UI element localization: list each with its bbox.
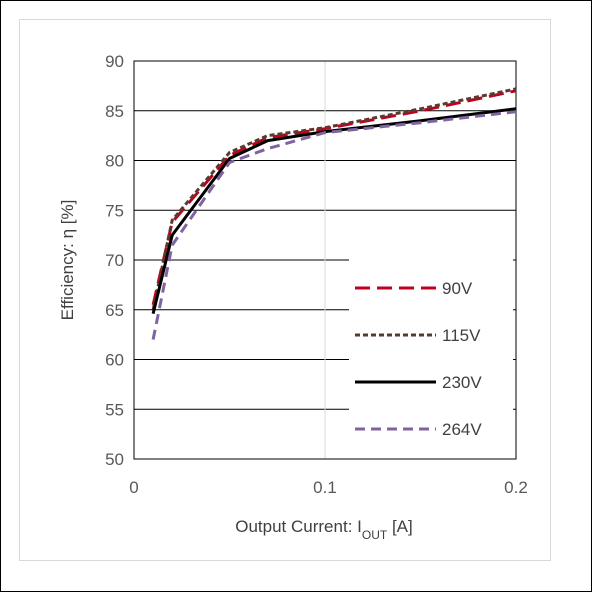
legend-label-115V: 115V [442,326,481,345]
series-line-230V [151,107,517,315]
x-axis-title-subscript: OUT [362,528,388,542]
y-tick-label: 75 [105,201,124,220]
legend-label-230V: 230V [442,373,482,392]
series-line-264V [151,110,517,340]
legend: 90V 115V 230V 264V [349,258,513,439]
plot-frame [133,60,517,460]
x-axis-title-tail: [A] [387,517,413,536]
y-tick-label: 90 [105,52,124,71]
series-line-115V [151,87,517,311]
y-tick-label: 85 [105,102,124,121]
legend-label-264V: 264V [442,420,482,439]
x-tick-label: 0.2 [504,478,528,497]
y-tick-label: 50 [105,450,124,469]
legend-background [349,258,513,436]
y-tick-label: 55 [105,400,124,419]
plot-border [133,60,517,460]
series-lines [151,87,517,340]
y-tick-label: 60 [105,351,124,370]
y-tick-label: 70 [105,251,124,270]
x-tick-label: 0.1 [313,478,337,497]
y-axis-title: Efficiency: η [%] [58,200,77,321]
y-tick-labels: 50 55 60 65 70 75 80 85 90 [105,52,124,469]
x-axis-title: Output Current: IOUT [A] [235,517,412,542]
y-tick-label: 80 [105,152,124,171]
x-axis-title-main: Output Current: I [235,517,362,536]
legend-label-90V: 90V [442,279,473,298]
x-tick-labels: 0 0.1 0.2 [129,478,528,497]
y-tick-label: 65 [105,301,124,320]
x-tick-label: 0 [129,478,138,497]
